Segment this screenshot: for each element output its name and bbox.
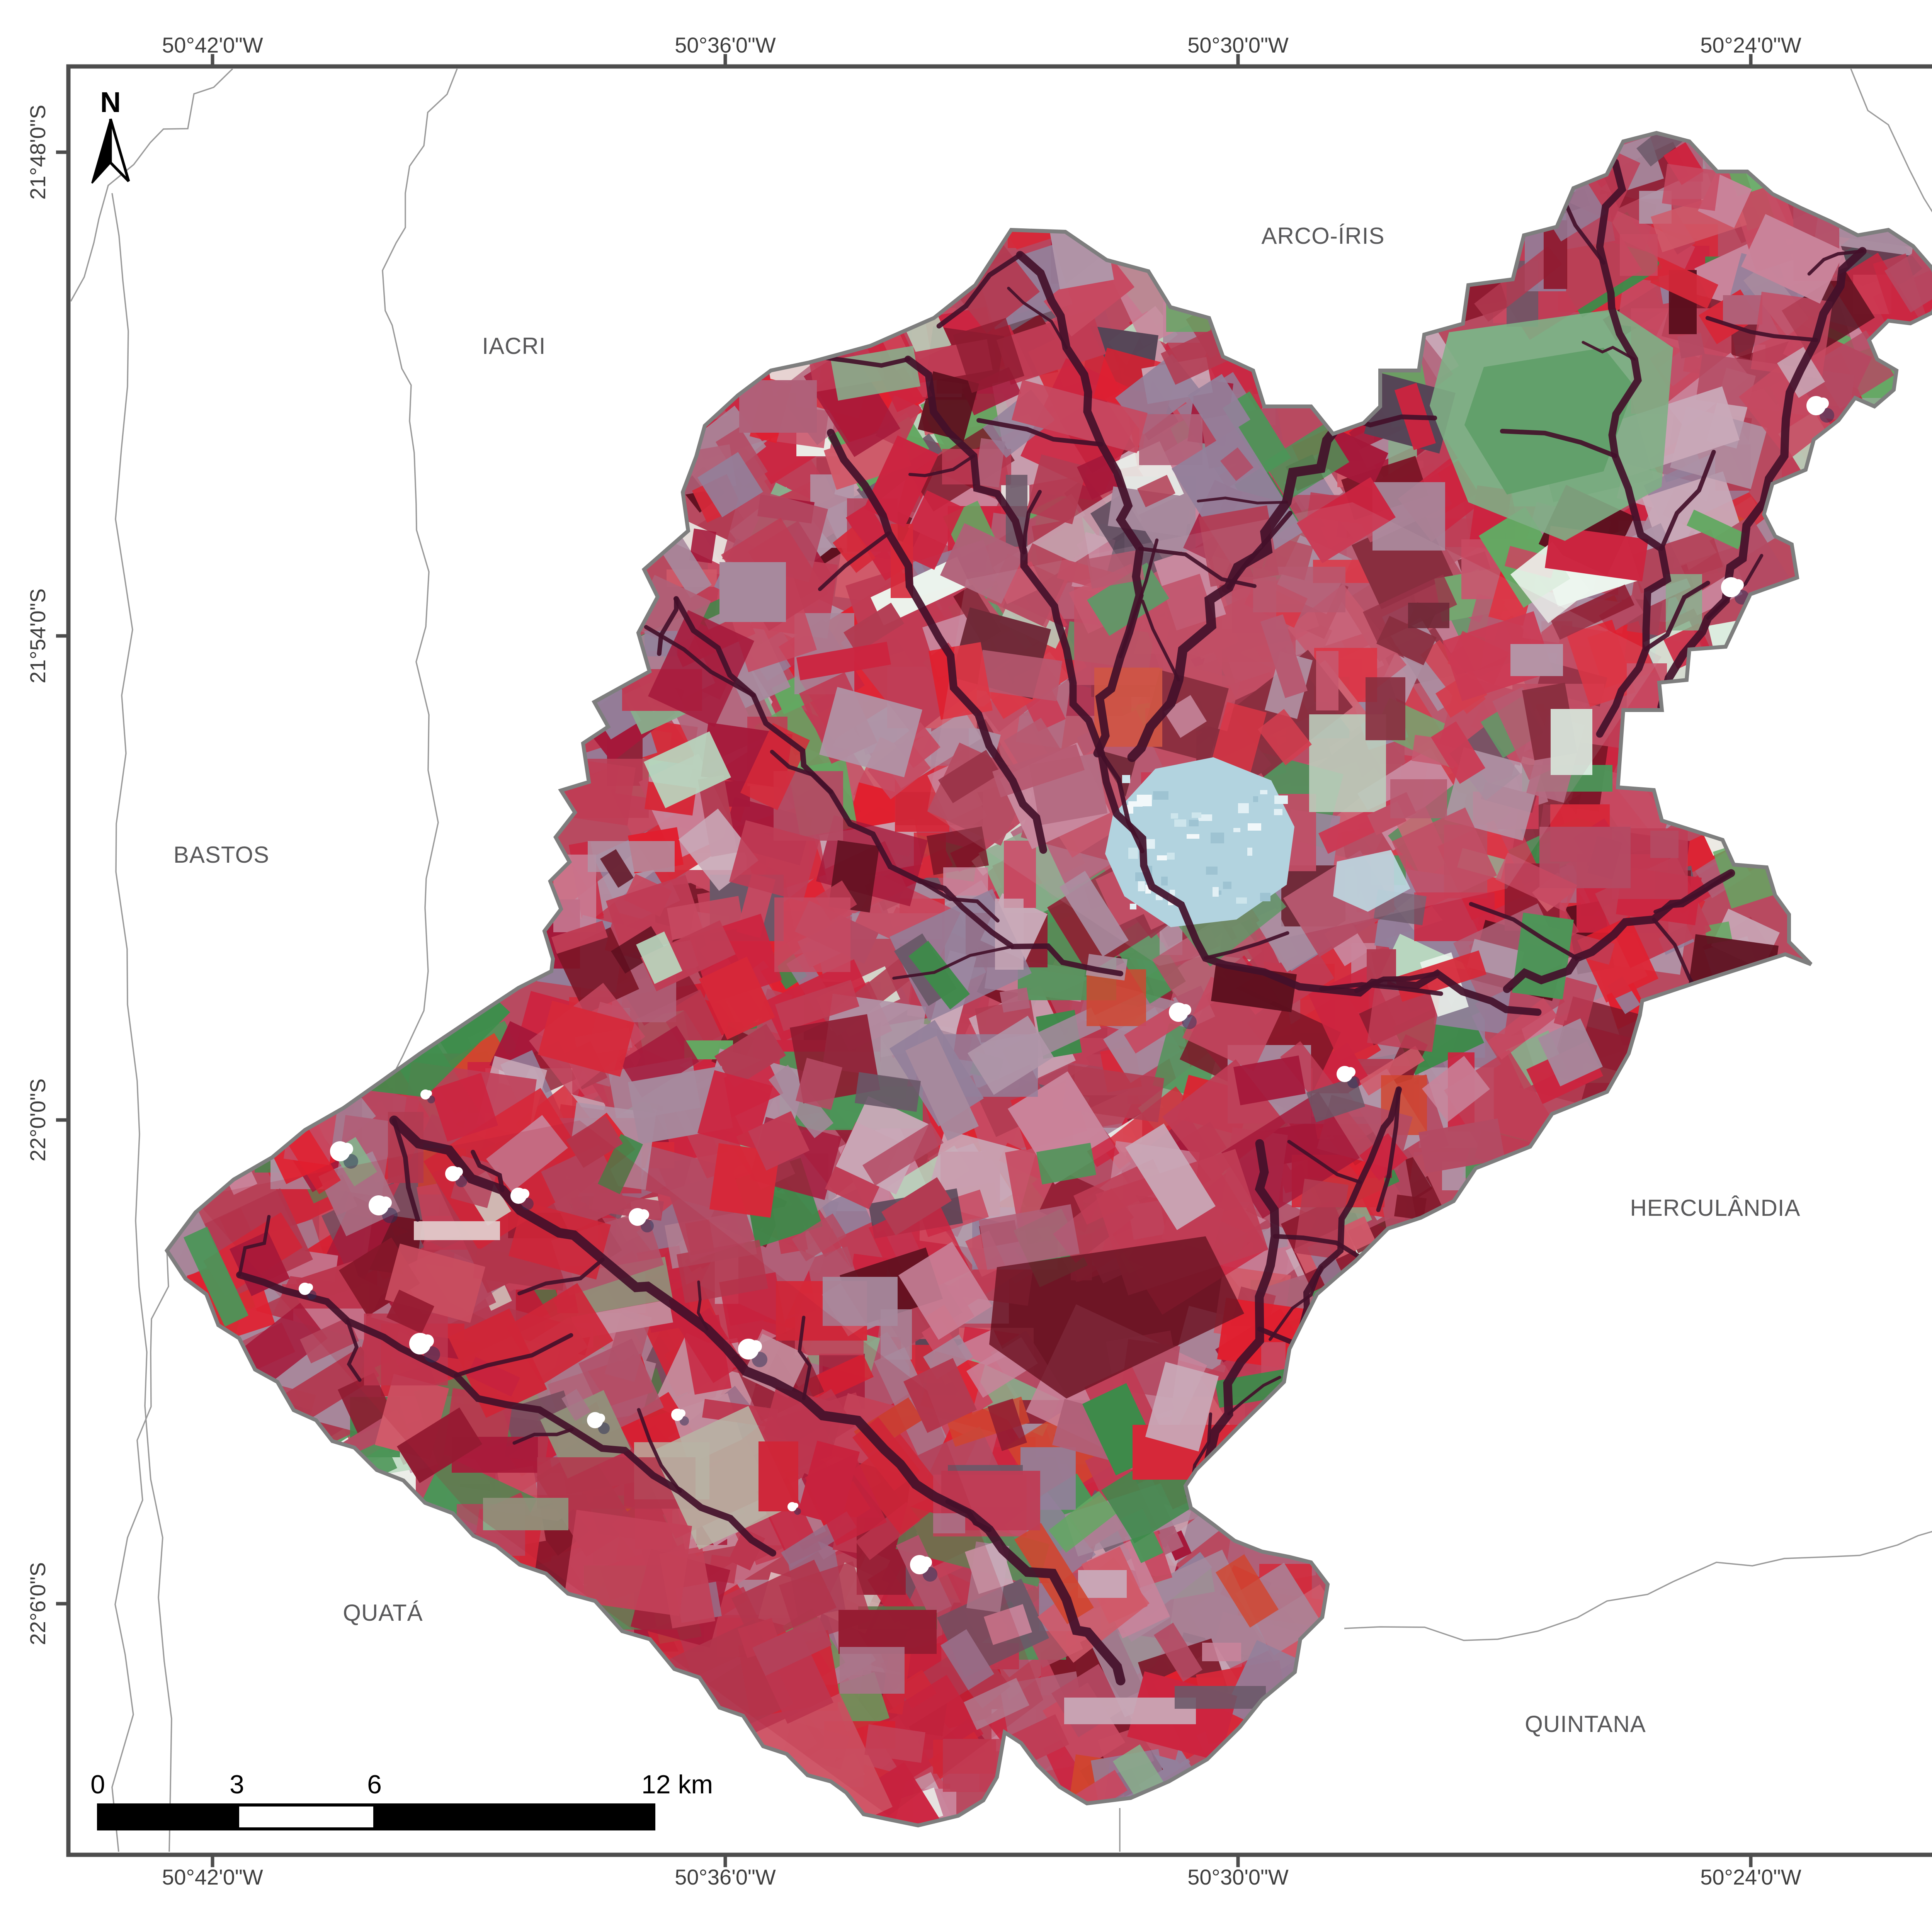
svg-text:ARCO-ÍRIS: ARCO-ÍRIS — [1261, 223, 1384, 249]
svg-text:6: 6 — [367, 1770, 382, 1799]
svg-text:50°24'0"W: 50°24'0"W — [1700, 33, 1801, 57]
svg-text:22°6'0"S: 22°6'0"S — [26, 1562, 50, 1645]
svg-text:QUATÁ: QUATÁ — [343, 1600, 423, 1626]
svg-text:50°24'0"W: 50°24'0"W — [1700, 1865, 1801, 1889]
svg-text:3: 3 — [230, 1770, 244, 1799]
svg-text:50°30'0"W: 50°30'0"W — [1187, 33, 1289, 57]
svg-text:50°30'0"W: 50°30'0"W — [1187, 1865, 1289, 1889]
svg-text:50°36'0"W: 50°36'0"W — [675, 33, 776, 57]
svg-text:50°36'0"W: 50°36'0"W — [675, 1865, 776, 1889]
svg-text:21°54'0"S: 21°54'0"S — [26, 588, 50, 683]
svg-text:HERCULÂNDIA: HERCULÂNDIA — [1630, 1195, 1800, 1221]
svg-text:QUINTANA: QUINTANA — [1525, 1711, 1646, 1737]
svg-text:IACRI: IACRI — [482, 333, 546, 359]
svg-text:50°42'0"W: 50°42'0"W — [162, 1865, 263, 1889]
svg-text:50°42'0"W: 50°42'0"W — [162, 33, 263, 57]
svg-text:N: N — [100, 86, 121, 118]
svg-text:21°48'0"S: 21°48'0"S — [26, 105, 50, 200]
svg-text:22°0'0"S: 22°0'0"S — [26, 1079, 50, 1162]
svg-text:12 km: 12 km — [641, 1770, 713, 1799]
svg-text:BASTOS: BASTOS — [173, 842, 269, 868]
svg-text:0: 0 — [90, 1770, 105, 1799]
